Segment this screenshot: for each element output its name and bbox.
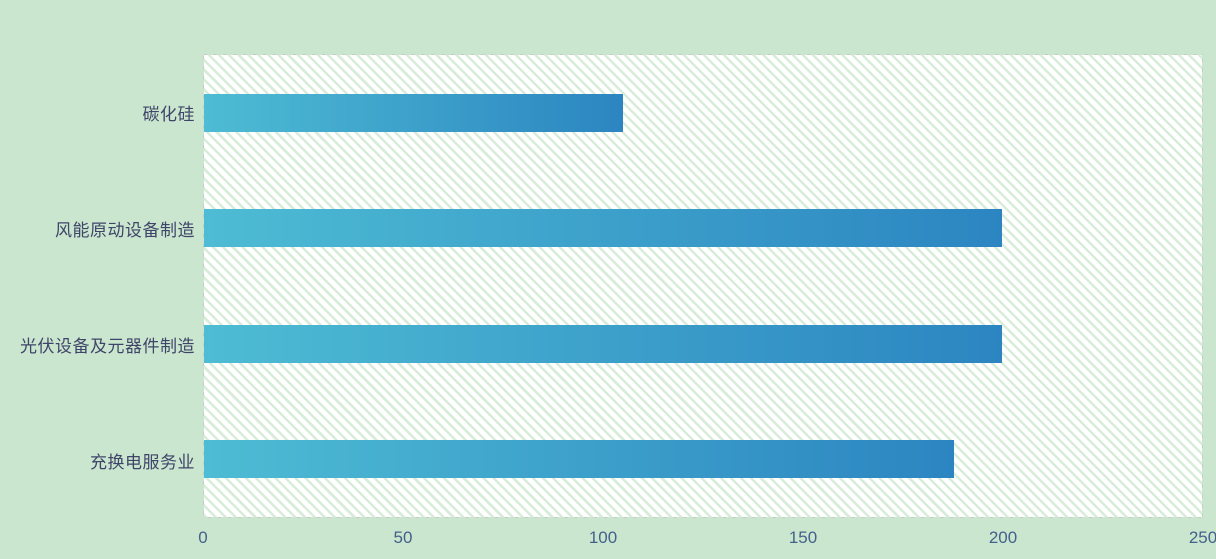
bar-row bbox=[204, 55, 1202, 171]
x-tick-label: 100 bbox=[588, 528, 618, 547]
x-tick-label: 150 bbox=[788, 528, 818, 547]
bar-row bbox=[204, 171, 1202, 287]
bar[interactable] bbox=[204, 209, 1003, 248]
x-tick-label: 50 bbox=[393, 528, 413, 547]
y-axis-labels: 碳化硅 风能原动设备制造 光伏设备及元器件制造 充换电服务业 bbox=[0, 54, 195, 518]
x-tick-label: 0 bbox=[198, 528, 208, 547]
bar[interactable] bbox=[204, 93, 624, 132]
category-label: 充换电服务业 bbox=[90, 452, 195, 472]
category-label: 碳化硅 bbox=[142, 104, 195, 124]
bar-row bbox=[204, 402, 1202, 518]
bar[interactable] bbox=[204, 324, 1003, 363]
x-axis: 0 50 100 150 200 250 bbox=[198, 524, 1216, 552]
plot-area bbox=[203, 54, 1203, 518]
category-label: 光伏设备及元器件制造 bbox=[20, 336, 195, 356]
category-label: 风能原动设备制造 bbox=[55, 220, 195, 240]
bar[interactable] bbox=[204, 440, 955, 479]
x-tick-label: 250 bbox=[1188, 528, 1216, 547]
x-tick-label: 200 bbox=[988, 528, 1018, 547]
bar-row bbox=[204, 286, 1202, 402]
